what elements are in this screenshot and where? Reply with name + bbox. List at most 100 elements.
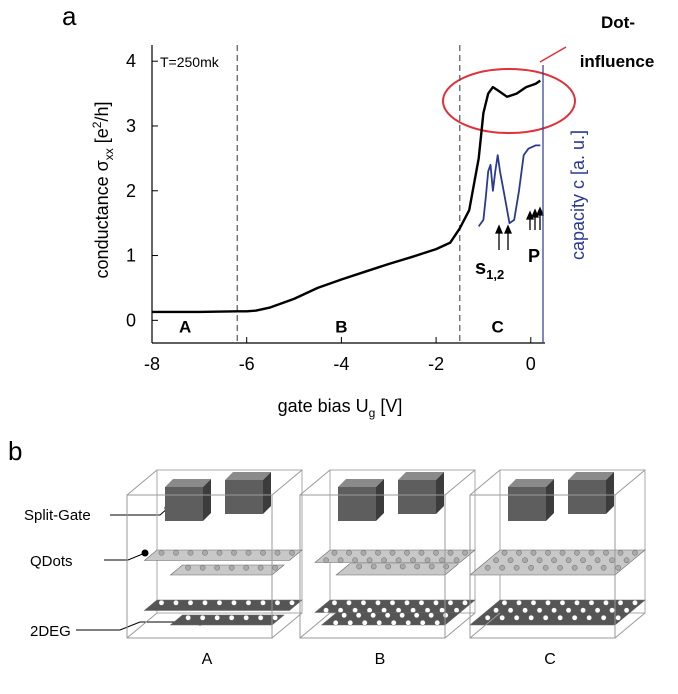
dot [600, 614, 607, 621]
dot [615, 564, 621, 571]
label-part: 2 [90, 121, 104, 128]
region-label: A [179, 317, 191, 336]
dot [341, 612, 347, 619]
annotation: T=250mk [160, 54, 220, 70]
dot [433, 549, 439, 556]
dot [404, 549, 410, 556]
label-part: g [369, 406, 376, 420]
x-tick-label: -6 [239, 354, 255, 374]
dot [484, 614, 491, 621]
dot [274, 599, 281, 606]
dot [399, 563, 406, 570]
dot [272, 614, 278, 621]
dot [542, 564, 549, 571]
highlight-ellipse [442, 68, 576, 134]
dot [609, 557, 615, 564]
dot [600, 564, 607, 571]
dot [571, 564, 578, 571]
box-edge [444, 469, 476, 496]
dot [433, 599, 439, 606]
series-line [477, 144, 541, 227]
gate-front [568, 480, 606, 514]
dot [615, 614, 621, 621]
y2-axis-label: capacity c [a. u.] [568, 130, 588, 260]
dot [360, 549, 367, 556]
y-tick-label: 2 [126, 181, 136, 201]
dot [559, 599, 566, 606]
gate-side [203, 479, 211, 521]
dot [617, 599, 624, 606]
dot [530, 599, 537, 606]
dot [418, 599, 425, 606]
series-line [152, 79, 541, 314]
dot [484, 564, 491, 571]
dot [513, 564, 520, 571]
region-label: C [492, 317, 504, 336]
dot [557, 564, 563, 571]
label-part: [e [92, 128, 112, 148]
dot [185, 614, 191, 621]
dot [245, 549, 252, 556]
dot [419, 619, 426, 626]
dot [399, 612, 405, 619]
device-box: A [126, 469, 303, 668]
dot [536, 607, 543, 614]
diagram-label: 2DEG [30, 623, 71, 640]
dot [323, 607, 329, 614]
dot [594, 557, 601, 564]
layer [169, 614, 285, 626]
dot [216, 599, 223, 606]
dot [594, 607, 601, 614]
dot [243, 614, 249, 621]
dot [453, 557, 460, 564]
box-edge [126, 469, 158, 496]
gate-top [225, 472, 271, 480]
x-tick-label: -8 [144, 354, 160, 374]
dot [442, 612, 449, 619]
dot [545, 599, 551, 606]
dot [439, 607, 445, 614]
gate-front [225, 480, 263, 514]
dot [623, 557, 630, 564]
dot [158, 549, 165, 556]
dot [623, 607, 630, 614]
dot [551, 607, 557, 614]
dot [559, 549, 566, 556]
dot [580, 607, 586, 614]
dot [289, 599, 295, 606]
dot [434, 619, 441, 626]
dot [260, 599, 266, 606]
dot [501, 549, 508, 556]
dot [507, 557, 514, 564]
dot [516, 599, 522, 606]
dot [522, 607, 528, 614]
layer [335, 563, 460, 576]
dot [528, 614, 534, 621]
dot [331, 549, 338, 556]
dot [580, 557, 586, 564]
dot [243, 564, 249, 571]
arrows [495, 206, 544, 250]
box-edge [126, 612, 158, 639]
annotation: s1,2 [475, 257, 504, 282]
region-label: B [335, 317, 347, 336]
dot [385, 563, 391, 570]
dot [199, 614, 206, 621]
dot [574, 549, 580, 556]
dot [376, 619, 383, 626]
box-front [469, 494, 616, 639]
dot [501, 599, 508, 606]
dot [228, 564, 235, 571]
gate-side [263, 472, 271, 514]
dot [424, 607, 431, 614]
dot [414, 563, 420, 570]
panel-label: b [8, 436, 22, 466]
label-part: xx [102, 148, 116, 160]
dot [571, 614, 578, 621]
dot [187, 599, 194, 606]
gate-top [508, 479, 554, 487]
box-edge [299, 612, 331, 639]
dot [360, 599, 367, 606]
dot [272, 564, 278, 571]
dot [453, 607, 460, 614]
